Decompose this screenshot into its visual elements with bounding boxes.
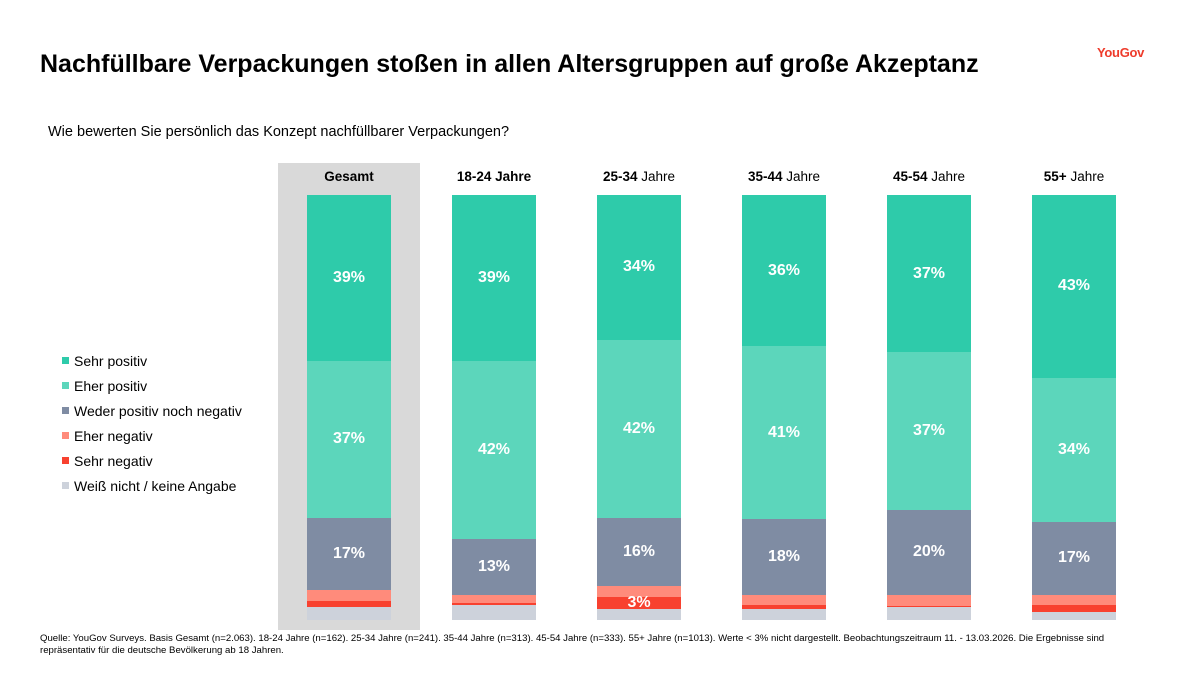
- bar-segment: [452, 594, 536, 603]
- legend-label: Weder positiv noch negativ: [74, 402, 242, 419]
- category-label-suffix: Jahre: [782, 169, 821, 184]
- source-note: Quelle: YouGov Surveys. Basis Gesamt (n=…: [40, 633, 1105, 656]
- legend-swatch: [62, 357, 69, 364]
- category-label: 25-34 Jahre: [569, 169, 709, 184]
- yougov-logo: YouGov: [1097, 45, 1145, 60]
- category-label-main: Gesamt: [324, 169, 374, 184]
- category-label-suffix: Jahre: [637, 169, 676, 184]
- category-label: 55+ Jahre: [1004, 169, 1144, 184]
- category-label-main: 45-54: [892, 169, 928, 184]
- bar-segment-label: 36%: [742, 195, 826, 347]
- bar-segment-label: 41%: [742, 346, 826, 519]
- bar-segment: [1032, 605, 1116, 612]
- bar-segment-label: 37%: [887, 195, 971, 353]
- category-label-suffix: Jahre: [927, 169, 966, 184]
- bar-segment-label: 18%: [742, 519, 826, 595]
- legend-item: Eher negativ: [62, 423, 242, 448]
- bar-segment-label: 3%: [597, 594, 681, 611]
- legend-item: Sehr negativ: [62, 448, 242, 473]
- bar-segment: [887, 594, 971, 606]
- legend-swatch: [62, 457, 69, 464]
- bar-segment: [597, 609, 681, 620]
- bar-45-54: 37% 37% 20%: [887, 195, 971, 620]
- category-label-main: 18-24 Jahre: [456, 169, 532, 184]
- bar-segment-label: 20%: [887, 509, 971, 595]
- legend-label: Eher negativ: [74, 427, 153, 444]
- bar-segment: [452, 605, 536, 620]
- bar-segment-label: 39%: [307, 195, 391, 361]
- bar-segment: [307, 607, 391, 620]
- bar-segment-label: 42%: [597, 339, 681, 518]
- legend-item: Eher positiv: [62, 373, 242, 398]
- bar-segment: [887, 607, 971, 620]
- legend-label: Sehr negativ: [74, 452, 153, 469]
- category-label-main: 25-34: [602, 169, 638, 184]
- bar-segment: [452, 603, 536, 606]
- bar-segment: [1032, 594, 1116, 606]
- bar-segment: [1032, 611, 1116, 620]
- bar-segment: [742, 609, 826, 620]
- bar-segment-label: 34%: [1032, 377, 1116, 523]
- bar-segment-label: 17%: [1032, 522, 1116, 595]
- legend-item: Sehr positiv: [62, 348, 242, 373]
- legend-label: Eher positiv: [74, 377, 148, 394]
- bar-segment-label: 42%: [452, 360, 536, 540]
- category-label: Gesamt: [279, 169, 419, 184]
- bar-Gesamt: 39% 37% 17%: [307, 195, 391, 620]
- category-label: 45-54 Jahre: [859, 169, 999, 184]
- legend-swatch: [62, 482, 69, 489]
- category-label-main: 35-44: [747, 169, 783, 184]
- category-label-suffix: Jahre: [1066, 169, 1105, 184]
- legend-item: Weder positiv noch negativ: [62, 398, 242, 423]
- bar-25-34: 34% 42% 16% 3%: [597, 195, 681, 620]
- legend: Sehr positiv Eher positiv Weder positiv no…: [62, 348, 242, 498]
- bar-segment-label: 16%: [597, 518, 681, 586]
- bar-segment-label: 39%: [452, 195, 536, 361]
- bar-segment-label: 17%: [307, 518, 391, 591]
- bar-55+: 43% 34% 17%: [1032, 195, 1116, 620]
- bar-18-24 Jahre: 39% 42% 13%: [452, 195, 536, 620]
- bar-segment-label: 37%: [887, 352, 971, 510]
- legend-swatch: [62, 407, 69, 414]
- bar-segment: [742, 594, 826, 606]
- chart-title: Nachfüllbare Verpackungen stoßen in alle…: [40, 50, 979, 78]
- bar-segment-label: 13%: [452, 539, 536, 595]
- category-label: 35-44 Jahre: [714, 169, 854, 184]
- bar-segment-label: 43%: [1032, 195, 1116, 378]
- legend-label: Weiß nicht / keine Angabe: [74, 477, 237, 494]
- bar-segment: [307, 590, 391, 601]
- bar-segment: [887, 605, 971, 608]
- category-label-main: 55+: [1043, 169, 1067, 184]
- chart-subtitle: Wie bewerten Sie persönlich das Konzept …: [48, 124, 510, 140]
- bar-segment-label: 37%: [307, 360, 391, 518]
- bar-segment: [307, 600, 391, 608]
- legend-label: Sehr positiv: [74, 352, 148, 369]
- legend-swatch: [62, 382, 69, 389]
- category-label: 18-24 Jahre: [424, 169, 564, 184]
- bar-segment: [742, 605, 826, 610]
- bar-segment-label: 34%: [597, 195, 681, 340]
- legend-swatch: [62, 432, 69, 439]
- bar-35-44: 36% 41% 18%: [742, 195, 826, 620]
- bar-segment: [597, 586, 681, 597]
- legend-item: Weiß nicht / keine Angabe: [62, 473, 242, 498]
